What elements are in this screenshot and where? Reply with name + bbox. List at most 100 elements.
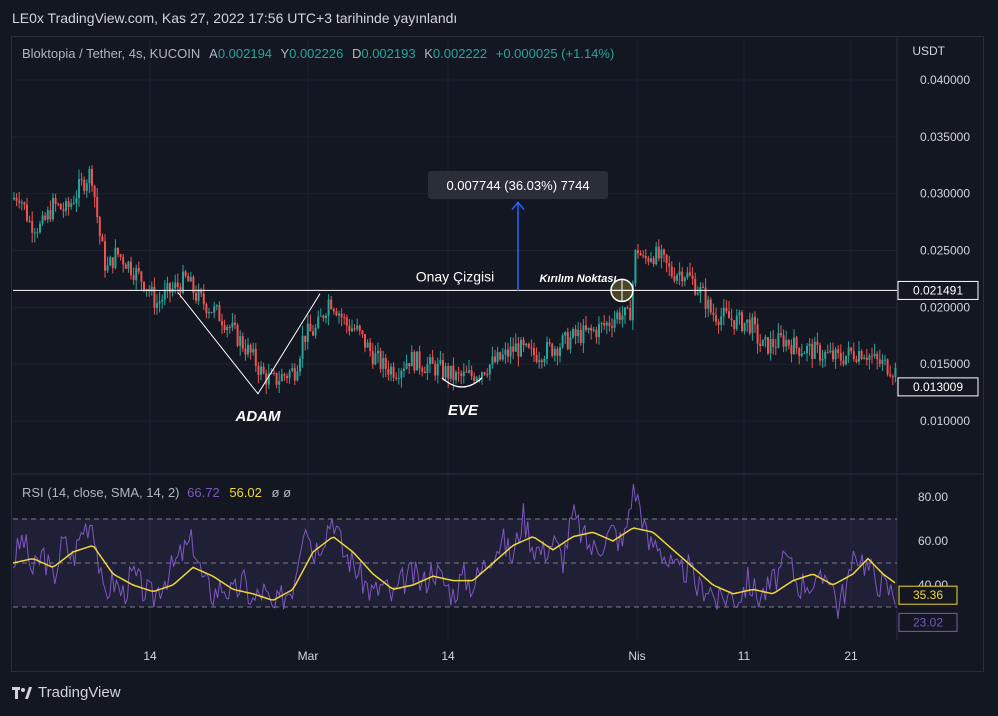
candle-body <box>855 358 858 362</box>
candle-body <box>486 374 489 376</box>
candle-body <box>507 349 509 357</box>
candle-body <box>423 371 426 374</box>
candle-body <box>169 283 171 293</box>
rsi-params[interactable]: RSI (14, close, SMA, 14, 2) <box>22 485 180 500</box>
candle-body <box>403 368 405 371</box>
candle-body <box>886 359 889 375</box>
candle-body <box>852 351 855 359</box>
candle-body <box>730 318 733 321</box>
candle-body <box>145 289 148 291</box>
candle-body <box>418 351 421 369</box>
candle-body <box>813 341 816 359</box>
candle-body <box>390 366 392 375</box>
candle-body <box>444 366 447 378</box>
candle-body <box>512 346 515 352</box>
candle-body <box>49 210 52 220</box>
candle-body <box>101 236 104 242</box>
candle-body <box>517 343 520 357</box>
candle-body <box>189 277 192 282</box>
candle-body <box>106 265 109 271</box>
candle-body <box>332 309 335 312</box>
candle-body <box>642 255 645 257</box>
candle-body <box>36 232 39 234</box>
adam-label: ADAM <box>235 408 281 425</box>
candle-body <box>306 323 309 342</box>
candle-body <box>548 342 551 344</box>
candle-body <box>439 360 442 364</box>
candle-body <box>325 315 327 319</box>
currency-label: USDT <box>912 44 945 58</box>
candle-body <box>462 371 465 376</box>
candle-body <box>135 268 138 281</box>
candle-body <box>647 258 650 262</box>
candle-body <box>629 308 632 321</box>
candle-body <box>826 352 829 354</box>
candle-body <box>839 352 842 361</box>
candle-body <box>803 353 806 355</box>
candle-body <box>509 346 512 357</box>
candle-body <box>46 210 49 220</box>
chart-frame <box>11 36 984 672</box>
footer-brand[interactable]: TradingView <box>12 684 121 701</box>
candle-body <box>179 286 182 293</box>
candle-body <box>579 330 582 344</box>
candle-body <box>130 261 132 276</box>
candle-body <box>455 372 457 381</box>
candle-body <box>722 307 725 317</box>
rsi-blank-2: ø <box>283 485 292 500</box>
candle-body <box>405 363 408 369</box>
candle-body <box>117 247 119 255</box>
candle-body <box>317 316 320 328</box>
candle-body <box>553 348 556 356</box>
candle-body <box>816 341 819 346</box>
candle-body <box>611 326 613 328</box>
candle-body <box>704 287 707 309</box>
price-tick-label: 0.035000 <box>920 130 970 144</box>
price-tick-label: 0.010000 <box>920 414 970 428</box>
candle-body <box>434 363 437 376</box>
candle-body <box>366 342 369 348</box>
candle-body <box>314 327 317 336</box>
candle-body <box>109 257 112 266</box>
candle-body <box>663 249 665 255</box>
candle-body <box>436 363 439 376</box>
rsi-ma-line <box>12 527 896 601</box>
price-tick-label: 0.025000 <box>920 244 970 258</box>
candle-body <box>140 271 143 282</box>
candle-body <box>265 373 268 385</box>
candle-body <box>114 247 117 268</box>
candle-body <box>473 376 476 382</box>
candle-body <box>618 312 621 321</box>
candle-body <box>309 323 312 332</box>
candle-body <box>52 197 54 220</box>
candle-body <box>878 359 881 364</box>
candle-body <box>535 354 538 362</box>
candle-body <box>665 254 668 264</box>
rsi-tick-label: 60.00 <box>918 534 948 548</box>
candle-body <box>785 339 788 347</box>
close-value: 0.002222 <box>432 46 488 61</box>
candle-body <box>382 357 385 369</box>
candle-body <box>119 254 122 257</box>
candle-body <box>449 365 452 379</box>
open-label: A <box>209 46 218 61</box>
candle-body <box>850 347 853 352</box>
candle-body <box>790 345 793 355</box>
candle-body <box>585 325 587 331</box>
candle-body <box>132 275 135 281</box>
candle-body <box>80 179 83 181</box>
candle-body <box>811 343 814 359</box>
candle-body <box>806 345 808 354</box>
candle-body <box>379 350 382 369</box>
candle-body <box>858 350 860 362</box>
candle-body <box>127 261 130 269</box>
candle-body <box>244 348 247 355</box>
candle-body <box>137 268 140 272</box>
candle-body <box>208 312 210 314</box>
symbol-name[interactable]: Bloktopia / Tether, 4s, KUCOIN <box>22 46 201 61</box>
candle-body <box>624 307 626 316</box>
candle-body <box>72 203 75 205</box>
candle-body <box>218 305 221 322</box>
candle-body <box>387 368 390 375</box>
